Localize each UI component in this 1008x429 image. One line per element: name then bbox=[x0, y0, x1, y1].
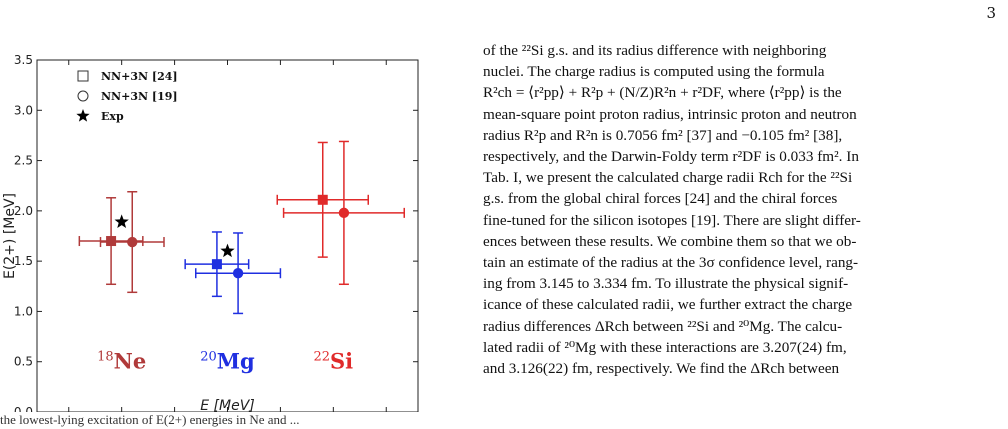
text-line: g.s. from the global chiral forces [24] … bbox=[483, 190, 838, 208]
text-line: nuclei. The charge radius is computed us… bbox=[483, 63, 825, 81]
text-line: fine-tuned for the silicon isotopes [19]… bbox=[483, 211, 861, 229]
text-line: ing from 3.145 to 3.334 fm. To illustrat… bbox=[483, 275, 849, 293]
legend-marker-square bbox=[77, 70, 89, 82]
nucleus-label: 18Ne bbox=[97, 349, 146, 374]
figure-caption-fragment: the lowest-lying excitation of E(2+) ene… bbox=[0, 412, 300, 427]
body-paragraph: of the ²²Si g.s. and its radius differen… bbox=[483, 40, 995, 379]
data-point-circle bbox=[232, 268, 244, 279]
y-tick-label: 0.5 bbox=[14, 355, 33, 369]
nucleus-label: 20Mg bbox=[200, 349, 255, 374]
chart-ticks: 0.51.01.52.02.53.03.50.00.51.01.52.02.53… bbox=[14, 53, 418, 412]
data-point-square bbox=[106, 236, 117, 247]
text-line: of the ²²Si g.s. and its radius differen… bbox=[483, 42, 827, 59]
y-axis-title: E(2+) [MeV] bbox=[2, 193, 18, 279]
data-point-star bbox=[220, 243, 235, 258]
text-line: icance of these calculated radii, we fur… bbox=[483, 296, 853, 314]
x-axis-title: E [MeV] bbox=[200, 398, 255, 412]
text-line: respectively, and the Darwin-Foldy term … bbox=[483, 148, 859, 166]
text-line: R²ch = ⟨r²pp⟩ + R²p + (N/Z)R²n + r²DF, w… bbox=[483, 84, 842, 102]
y-tick-label: 1.0 bbox=[14, 304, 33, 318]
y-tick-label: 2.0 bbox=[14, 204, 33, 218]
legend-label: NN+3N [19] bbox=[101, 90, 178, 103]
text-line: and 3.126(22) fm, respectively. We find … bbox=[483, 360, 840, 378]
legend-label: Exp bbox=[101, 110, 124, 123]
legend-marker-circle bbox=[77, 90, 89, 102]
data-point-circle bbox=[127, 236, 138, 248]
text-line: tain an estimate of the radius at the 3σ… bbox=[483, 254, 859, 272]
nucleus-mass-number: 20 bbox=[200, 350, 217, 365]
y-tick-label: 2.5 bbox=[14, 154, 33, 168]
text-line: lated radii of ²⁰Mg with these interacti… bbox=[483, 338, 847, 356]
y-tick-label: 3.0 bbox=[14, 103, 33, 117]
text-line: ences between these results. We combine … bbox=[483, 232, 857, 250]
data-point-square bbox=[211, 259, 222, 270]
y-tick-label: 3.5 bbox=[14, 53, 33, 67]
nucleus-label: 22Si bbox=[313, 349, 353, 374]
nucleus-element: Mg bbox=[217, 349, 255, 374]
figure-chart: 0.51.01.52.02.53.03.50.00.51.01.52.02.53… bbox=[2, 53, 419, 412]
data-point-square bbox=[317, 194, 328, 205]
data-point-star bbox=[114, 214, 129, 228]
chart-marks: 18Ne 20Mg 22Si bbox=[78, 140, 405, 374]
page-number: 3 bbox=[986, 4, 996, 22]
text-line: radius differences ΔRch between ²²Si and… bbox=[483, 317, 843, 335]
y-tick-label: 0.0 bbox=[14, 405, 33, 412]
data-point-circle bbox=[338, 207, 350, 219]
nucleus-element: Si bbox=[330, 349, 353, 374]
chart-legend: NN+3N [24] NN+3N [19] Exp bbox=[76, 70, 178, 123]
legend-marker-star bbox=[76, 109, 90, 122]
text-line: mean-square point proton radius, intrins… bbox=[483, 105, 857, 123]
nucleus-mass-number: 22 bbox=[313, 350, 330, 365]
y-tick-label: 1.5 bbox=[14, 254, 33, 268]
nucleus-mass-number: 18 bbox=[97, 350, 114, 365]
text-line: Tab. I, we present the calculated charge… bbox=[483, 169, 853, 187]
text-line: radius R²p and R²n is 0.7056 fm² [37] an… bbox=[483, 126, 843, 144]
nucleus-element: Ne bbox=[114, 349, 147, 374]
legend-label: NN+3N [24] bbox=[101, 70, 178, 83]
